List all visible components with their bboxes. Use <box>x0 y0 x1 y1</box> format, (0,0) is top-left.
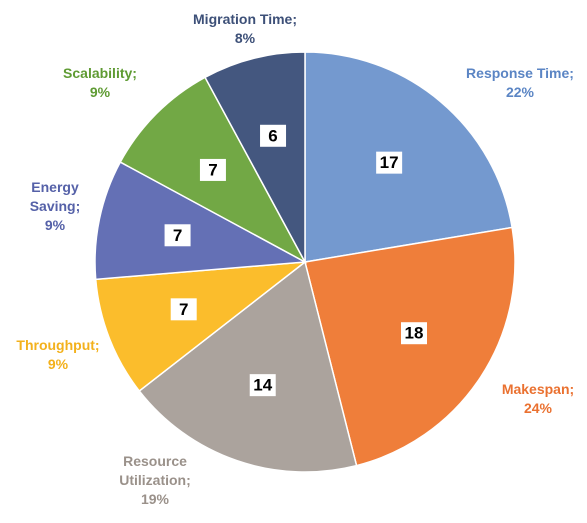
category-name: Resource Utilization; <box>119 453 191 488</box>
percent-label: 19% <box>140 491 170 507</box>
percent-label: 9% <box>44 217 66 233</box>
value-label-box <box>260 124 287 147</box>
value-label: 14 <box>253 376 272 395</box>
category-label: Throughput; 9% <box>3 336 113 374</box>
category-name: Energy Saving; <box>29 179 81 214</box>
category-label-text: Migration Time; 8% <box>175 10 315 48</box>
percent-label: 22% <box>505 84 535 100</box>
category-label: Energy Saving; 9% <box>10 178 100 235</box>
category-label-text: Makespan; 24% <box>488 380 587 418</box>
category-label-text: Resource Utilization; 19% <box>90 452 220 509</box>
category-label: Migration Time; 8% <box>175 10 315 48</box>
slice <box>304 226 516 467</box>
category-label-text: Response Time; 22% <box>450 64 587 102</box>
value-label-box <box>170 298 197 321</box>
category-name: Response Time; <box>466 65 574 81</box>
slice <box>304 51 513 263</box>
value-label-box <box>249 374 276 397</box>
value-label-box <box>199 158 226 181</box>
slice <box>138 260 358 473</box>
value-label: 7 <box>179 300 188 319</box>
category-label: Makespan; 24% <box>488 380 587 418</box>
value-label: 17 <box>380 153 399 172</box>
category-label-text: Scalability; 9% <box>45 64 155 102</box>
category-label-text: Energy Saving; 9% <box>10 178 100 235</box>
percent-label: 24% <box>523 400 553 416</box>
category-name: Makespan; <box>501 381 575 397</box>
value-label-box <box>164 224 191 247</box>
value-label: 7 <box>173 226 182 245</box>
category-name: Throughput; <box>16 337 100 353</box>
category-label: Scalability; 9% <box>45 64 155 102</box>
percent-label: 9% <box>47 356 69 372</box>
slice <box>94 261 308 393</box>
category-label: Resource Utilization; 19% <box>90 452 220 509</box>
percent-label: 8% <box>234 30 256 46</box>
category-name: Scalability; <box>63 65 137 81</box>
value-label: 18 <box>405 324 424 343</box>
slice <box>204 51 306 263</box>
percent-label: 9% <box>89 84 111 100</box>
value-label: 6 <box>268 126 277 145</box>
category-label: Response Time; 22% <box>450 64 587 102</box>
slice <box>94 161 308 281</box>
value-label-box <box>376 151 403 174</box>
value-label: 7 <box>208 160 217 179</box>
value-label-box <box>400 322 427 345</box>
category-label-text: Throughput; 9% <box>3 336 113 374</box>
category-name: Migration Time; <box>193 11 297 27</box>
